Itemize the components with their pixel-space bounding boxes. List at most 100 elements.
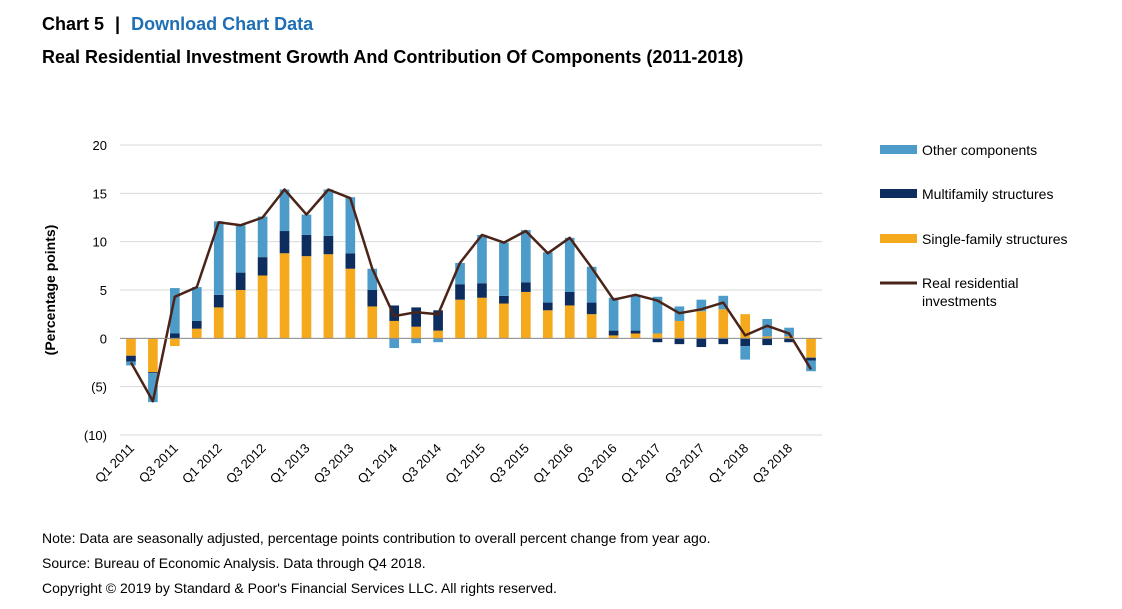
x-tick-label: Q1 2012 [179,441,225,487]
bar-other-components [608,297,619,331]
bar-other-components [345,197,356,254]
legend-label: Real residential investments [922,275,1019,309]
bar-multifamily-structures [784,338,794,343]
legend: Other components Multifamily structures Si… [880,142,1068,309]
x-tick-label: Q1 2017 [618,441,664,487]
y-tick-label: 20 [93,138,107,153]
x-tick-label: Q1 2015 [442,441,488,487]
bar-multifamily-structures [455,284,465,300]
x-tick-label: Q1 2014 [354,441,400,487]
bar-multifamily-structures [740,338,751,347]
bar-single-family-structures [740,314,751,339]
bar-multifamily-structures [674,338,685,345]
bar-other-components [806,360,816,372]
bar-single-family-structures [367,306,378,339]
bar-other-components [564,237,575,292]
bar-other-components [433,338,443,343]
bar-single-family-structures [542,310,553,339]
copyright-text: Copyright © 2019 by Standard & Poor's Fi… [42,580,557,596]
bar-single-family-structures [433,330,443,339]
bar-multifamily-structures [279,231,290,254]
bars [126,189,816,403]
bar-other-components [740,346,751,360]
bar-single-family-structures [630,333,641,339]
bar-single-family-structures [652,333,663,339]
line-series [129,188,813,403]
bar-other-components [542,252,553,303]
x-tick-label: Q1 2018 [705,441,751,487]
bar-other-components [367,268,378,290]
line-real-residential-investments [129,188,813,403]
bar-other-components [586,266,597,303]
bar-single-family-structures [455,299,465,339]
bar-multifamily-structures [762,338,772,346]
y-tick-label: 15 [93,186,107,201]
bar-single-family-structures [564,305,575,339]
bar-single-family-structures [389,320,400,339]
bar-multifamily-structures [170,333,180,339]
bar-multifamily-structures [257,257,268,276]
bar-multifamily-structures [148,372,158,374]
bar-single-family-structures [170,338,180,347]
bar-single-family-structures [521,291,531,339]
bar-multifamily-structures [696,338,707,348]
x-tick-label: Q3 2012 [223,441,269,487]
bar-single-family-structures [148,338,158,373]
legend-label: Multifamily structures [922,186,1053,202]
bar-other-components [762,319,772,337]
x-tick-label: Q1 2011 [92,441,137,486]
bar-single-family-structures [257,275,268,339]
x-tick-label: Q3 2017 [662,441,708,487]
bar-single-family-structures [696,311,707,339]
bar-multifamily-structures [191,320,202,329]
bar-other-components [696,299,707,312]
x-tick-label: Q3 2016 [574,441,620,487]
gridlines [120,144,822,436]
bar-single-family-structures [586,314,597,339]
bar-multifamily-structures [213,294,224,308]
y-tick-label: 0 [100,331,107,346]
bar-other-components [301,214,312,235]
chart-title: Real Residential Investment Growth And C… [42,47,744,67]
bar-single-family-structures [718,309,729,339]
bar-multifamily-structures [521,282,531,292]
bar-single-family-structures [323,254,334,339]
bar-other-components [652,296,663,334]
legend-swatch [880,234,917,243]
legend-swatch [880,189,917,198]
bar-multifamily-structures [126,355,136,362]
bar-single-family-structures [213,307,224,339]
note-text: Note: Data are seasonally adjusted, perc… [42,530,711,546]
bar-single-family-structures [784,336,794,339]
bar-other-components [521,230,531,283]
bar-single-family-structures [762,336,772,339]
legend-swatch [880,145,917,154]
bar-single-family-structures [477,297,487,339]
chart-number: Chart 5 [42,14,105,34]
bar-single-family-structures [191,328,202,339]
bar-multifamily-structures [367,290,378,307]
bar-multifamily-structures [586,302,597,315]
x-tick-label: Q3 2018 [749,441,795,487]
y-tick-label: 5 [100,283,107,298]
bar-multifamily-structures [652,338,663,343]
bar-other-components [148,373,158,403]
bar-other-components [411,338,421,344]
header-separator: | [115,14,121,34]
chart-header: Chart 5 | Download Chart Data [42,14,313,35]
x-tick-label: Q3 2011 [136,441,181,486]
bar-multifamily-structures [345,253,356,269]
bar-other-components [257,216,268,258]
bar-other-components [784,327,794,337]
x-tick-label: Q1 2013 [267,441,313,487]
bar-single-family-structures [608,335,619,339]
download-chart-data-link[interactable]: Download Chart Data [131,14,314,34]
y-tick-label: (5) [91,380,107,395]
bar-multifamily-structures [235,272,246,290]
bar-multifamily-structures [806,357,816,361]
bar-multifamily-structures [499,295,509,304]
bar-single-family-structures [235,290,246,339]
bar-other-components [235,225,246,273]
bar-single-family-structures [806,338,816,358]
bar-single-family-structures [674,320,685,339]
